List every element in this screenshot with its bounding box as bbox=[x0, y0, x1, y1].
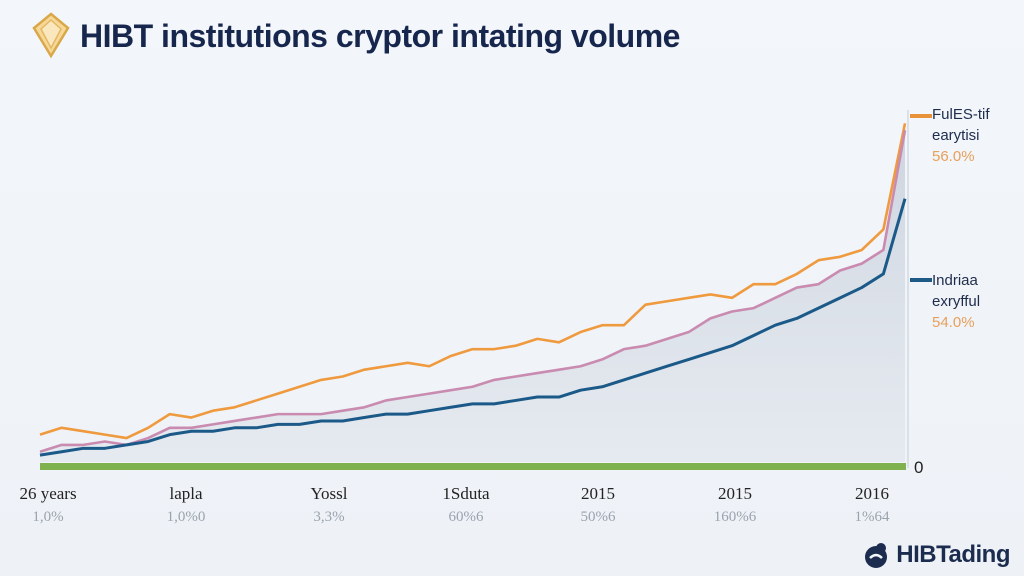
brand-logo-icon bbox=[865, 543, 888, 568]
area-fill bbox=[40, 130, 905, 462]
x-category-pct: 60%6 bbox=[448, 509, 484, 525]
series-line-orange bbox=[39, 123, 907, 440]
legend-swatch-1 bbox=[910, 114, 932, 118]
x-category-pct: 1,0%0 bbox=[166, 509, 206, 525]
x-category-pct: 50%6 bbox=[580, 509, 616, 525]
legend-swatch-2 bbox=[910, 278, 932, 282]
x-category-pct: 1,0% bbox=[32, 509, 64, 525]
x-category-label: 1Sduta bbox=[442, 484, 490, 503]
legend-item-1: FulES-tif earytisi 56.0% bbox=[910, 104, 990, 167]
x-category-label: 2016 bbox=[855, 484, 889, 503]
legend-label-2a: Indriaa bbox=[932, 272, 978, 289]
brand: HIBTading bbox=[860, 540, 1010, 570]
legend-item-2: Indriaa exryfful 54.0% bbox=[910, 270, 981, 333]
header: HIBT institutions cryptor intating volum… bbox=[30, 12, 680, 60]
brand-name: HIBTading bbox=[896, 541, 1010, 568]
x-category-pct: 1%64 bbox=[854, 509, 890, 525]
x-category-label: lapla bbox=[169, 484, 203, 503]
legend-label-1b: earytisi bbox=[932, 127, 980, 144]
zero-axis-label: 0 bbox=[914, 458, 924, 477]
x-category-label: 2015 bbox=[718, 484, 752, 503]
x-category-label: 2015 bbox=[581, 484, 615, 503]
chart-title: HIBT institutions cryptor intating volum… bbox=[80, 17, 680, 54]
series-line-navy bbox=[39, 198, 907, 457]
series-line-pink bbox=[39, 130, 907, 453]
x-category-pct: 160%6 bbox=[713, 509, 757, 525]
hibt-diamond-logo-icon bbox=[32, 12, 70, 59]
x-axis-baseline bbox=[40, 463, 906, 470]
x-category-label: 26 years bbox=[19, 484, 77, 503]
legend-label-1a: FulES-tif bbox=[932, 106, 990, 123]
x-category-pct: 3,3% bbox=[313, 509, 345, 525]
legend-label-2b: exryfful bbox=[932, 293, 981, 310]
legend-pct-2: 54.0% bbox=[932, 314, 975, 331]
legend-pct-1: 56.0% bbox=[932, 148, 975, 165]
x-category-label: Yossl bbox=[310, 484, 348, 503]
